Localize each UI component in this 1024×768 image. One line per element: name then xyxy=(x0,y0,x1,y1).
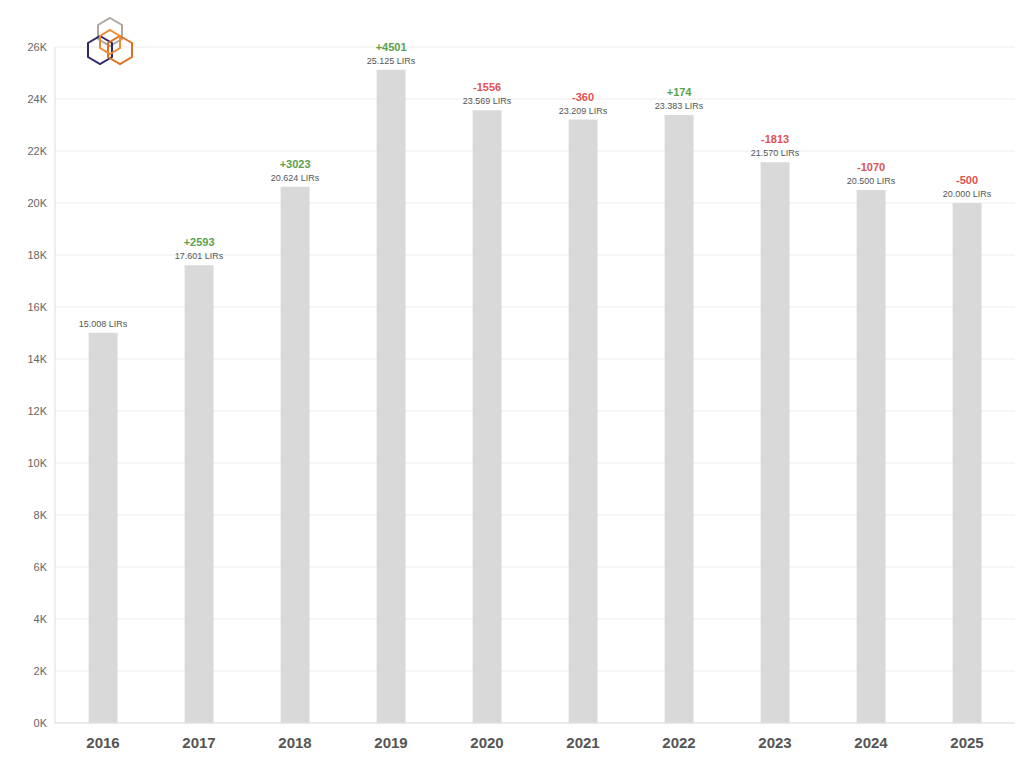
svg-text:2025: 2025 xyxy=(950,734,983,751)
svg-text:-1813: -1813 xyxy=(761,133,789,145)
svg-text:15.008 LIRs: 15.008 LIRs xyxy=(79,319,128,329)
svg-text:-1556: -1556 xyxy=(473,81,501,93)
svg-text:2016: 2016 xyxy=(86,734,119,751)
svg-text:2020: 2020 xyxy=(470,734,503,751)
svg-text:10K: 10K xyxy=(27,457,47,469)
svg-text:2022: 2022 xyxy=(662,734,695,751)
svg-text:+4501: +4501 xyxy=(376,41,407,53)
svg-text:23.383 LIRs: 23.383 LIRs xyxy=(655,101,704,111)
svg-text:2024: 2024 xyxy=(854,734,888,751)
svg-text:17.601 LIRs: 17.601 LIRs xyxy=(175,251,224,261)
svg-text:2K: 2K xyxy=(34,665,48,677)
svg-text:20K: 20K xyxy=(27,197,47,209)
svg-text:26K: 26K xyxy=(27,41,47,53)
svg-text:6K: 6K xyxy=(34,561,48,573)
svg-text:14K: 14K xyxy=(27,353,47,365)
svg-text:16K: 16K xyxy=(27,301,47,313)
svg-text:2019: 2019 xyxy=(374,734,407,751)
svg-text:24K: 24K xyxy=(27,93,47,105)
svg-text:18K: 18K xyxy=(27,249,47,261)
svg-text:22K: 22K xyxy=(27,145,47,157)
svg-text:20.624 LIRs: 20.624 LIRs xyxy=(271,173,320,183)
svg-text:4K: 4K xyxy=(34,613,48,625)
svg-text:2018: 2018 xyxy=(278,734,311,751)
svg-text:21.570 LIRs: 21.570 LIRs xyxy=(751,148,800,158)
svg-text:2017: 2017 xyxy=(182,734,215,751)
svg-text:20.500 LIRs: 20.500 LIRs xyxy=(847,176,896,186)
svg-text:-360: -360 xyxy=(572,91,594,103)
svg-text:8K: 8K xyxy=(34,509,48,521)
svg-text:12K: 12K xyxy=(27,405,47,417)
svg-text:2021: 2021 xyxy=(566,734,599,751)
svg-text:+3023: +3023 xyxy=(280,158,311,170)
svg-text:2023: 2023 xyxy=(758,734,791,751)
svg-text:0K: 0K xyxy=(34,717,48,729)
svg-text:-1070: -1070 xyxy=(857,161,885,173)
svg-text:20.000 LIRs: 20.000 LIRs xyxy=(943,189,992,199)
svg-text:25.125 LIRs: 25.125 LIRs xyxy=(367,56,416,66)
svg-text:23.209 LIRs: 23.209 LIRs xyxy=(559,106,608,116)
svg-text:23.569 LIRs: 23.569 LIRs xyxy=(463,96,512,106)
svg-text:-500: -500 xyxy=(956,174,978,186)
svg-text:+2593: +2593 xyxy=(184,236,215,248)
svg-text:+174: +174 xyxy=(667,86,693,98)
